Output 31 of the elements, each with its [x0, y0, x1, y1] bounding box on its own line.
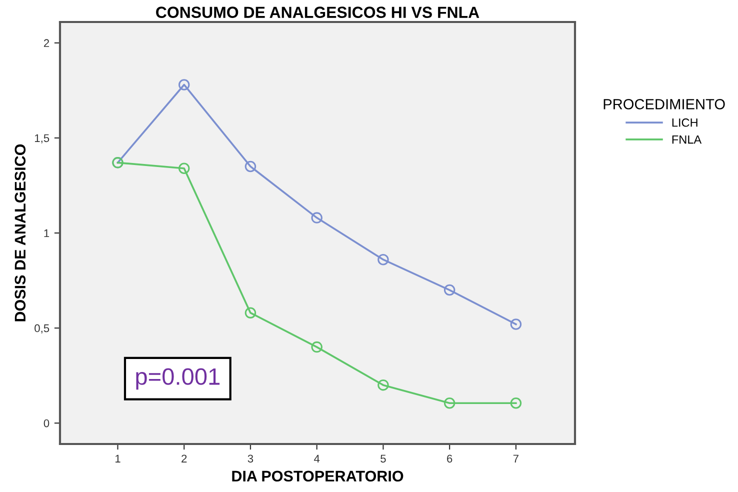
point — [311, 341, 322, 353]
point — [378, 379, 389, 391]
x-axis-title: DIA POSTOPERATORIO — [232, 470, 404, 482]
x-tick-label: 6 — [447, 454, 452, 463]
x-tick-label: 3 — [248, 454, 254, 463]
chart-title: CONSUMO DE ANALGESICOS HI VS FNLA — [156, 6, 480, 18]
x-tick-label: 5 — [380, 454, 386, 463]
y-tick-label: 2 — [44, 39, 50, 47]
point — [311, 212, 322, 224]
legend-label: FNLA — [672, 135, 702, 144]
y-tick-label: 1 — [44, 229, 50, 238]
point — [510, 318, 522, 330]
y-tick-label: 0 — [44, 419, 50, 428]
point — [244, 160, 256, 172]
y-axis-title: DOSIS DE ANALGESICO — [14, 144, 26, 322]
x-tick-label: 2 — [182, 454, 187, 462]
point — [178, 162, 190, 174]
x-tick-label: 1 — [115, 454, 120, 462]
point — [244, 307, 256, 318]
y-tick-label: 1,5 — [34, 134, 50, 144]
y-tick-label: 0,5 — [34, 324, 50, 334]
annotation: p=0.001 — [136, 368, 220, 390]
point — [444, 398, 456, 409]
x-tick-label: 7 — [513, 454, 518, 462]
legend-label: LICH — [672, 118, 698, 127]
point — [510, 398, 522, 409]
point — [444, 284, 456, 296]
point — [378, 254, 389, 266]
x-tick-label: 4 — [314, 454, 320, 462]
point — [178, 79, 190, 90]
legend-title: PROCEDIMIENTO — [604, 99, 725, 110]
